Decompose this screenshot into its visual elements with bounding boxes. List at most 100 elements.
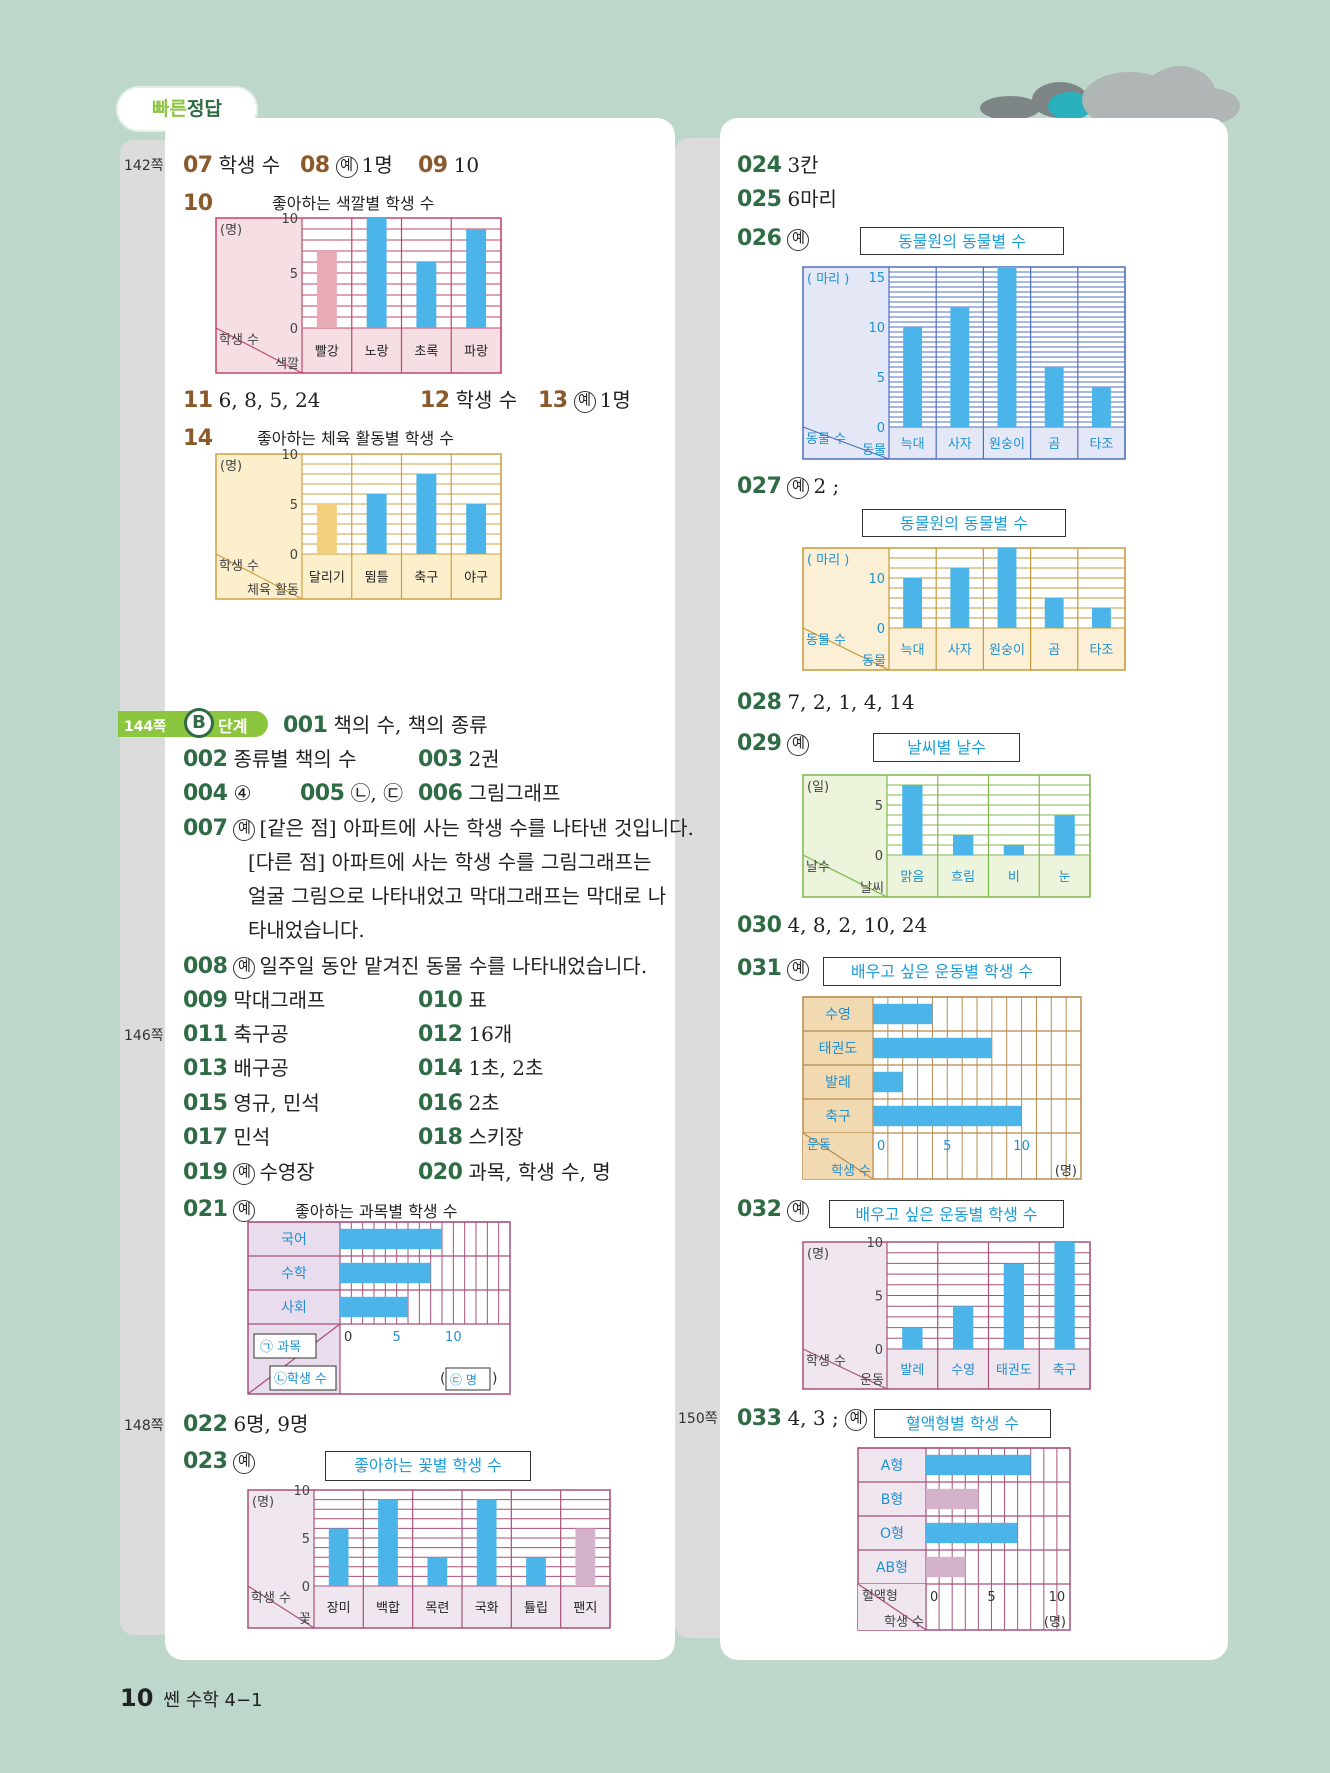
category-label: 늑대 xyxy=(901,643,925,658)
tick-label: 10 xyxy=(1049,1590,1066,1605)
bar xyxy=(926,1454,1031,1476)
answer-015: 015 영규, 민석 xyxy=(183,1091,320,1116)
chart-unit-label: (명) xyxy=(220,459,242,474)
tick-label: 5 xyxy=(290,498,298,513)
bar xyxy=(340,1296,408,1318)
category-label: 튤립 xyxy=(524,1601,548,1616)
row-axis-label: 학생 수 xyxy=(219,333,259,348)
category-label: 국화 xyxy=(475,1601,499,1616)
chart-title-10: 좋아하는 색깔별 학생 수 xyxy=(272,194,435,213)
tick-label: 10 xyxy=(1013,1139,1030,1154)
chart-frame xyxy=(802,266,1126,460)
corner-diagonal xyxy=(802,854,888,898)
chart-title-031: 배우고 싶은 운동별 학생 수 xyxy=(823,957,1061,986)
chart-frame xyxy=(215,453,502,600)
chart-category-bg xyxy=(216,554,501,599)
category-label: 수영 xyxy=(951,1363,975,1378)
page-ref-144: 144쪽 xyxy=(124,719,167,735)
bar xyxy=(1044,367,1064,427)
answer-011: 011 축구공 xyxy=(183,1022,289,1047)
category-label: A형 xyxy=(881,1458,903,1474)
tick-label: 10 xyxy=(281,448,298,463)
bar xyxy=(926,1522,1018,1544)
chart-frame xyxy=(857,1447,1071,1631)
category-label: 축구 xyxy=(825,1109,851,1125)
badge-label-2: 정답 xyxy=(187,98,222,120)
col-axis-label: 체육 활동 xyxy=(247,583,299,598)
corner-diagonal xyxy=(802,1132,874,1180)
answer-023: 023 예 xyxy=(183,1448,259,1475)
tick-label: 10 xyxy=(866,1236,883,1251)
label-c-paren-close: ) xyxy=(492,1371,497,1387)
answer-003: 003 2권 xyxy=(418,747,500,772)
b-stage-label: 단계 xyxy=(218,717,248,736)
answer-13: 13 예 1명 xyxy=(538,388,631,413)
category-label: 장미 xyxy=(327,1601,351,1616)
answer-021: 021 예 xyxy=(183,1196,259,1223)
category-label: 국어 xyxy=(281,1232,307,1248)
answer-033: 033 4, 3 ; 예 xyxy=(737,1405,871,1432)
tick-label: 5 xyxy=(875,799,883,814)
col-axis-label: 동물 xyxy=(862,443,886,458)
answer-024: 024 3칸 xyxy=(737,153,819,178)
page-ref-150: 150쪽 xyxy=(678,1411,718,1427)
bar xyxy=(340,1262,431,1284)
chart-label-bg xyxy=(248,1222,340,1324)
chart-category-bg xyxy=(216,328,501,373)
category-label: 사회 xyxy=(281,1300,307,1316)
answer-009: 009 막대그래프 xyxy=(183,988,326,1013)
tick-label: 0 xyxy=(302,1580,310,1595)
answer-018: 018 스키장 xyxy=(418,1125,524,1150)
bar xyxy=(466,229,487,328)
tick-label: 0 xyxy=(877,622,885,637)
footer-page-number: 10 xyxy=(120,1684,154,1712)
chart-category-bg xyxy=(803,628,1125,670)
row-axis-label: 학생 수 xyxy=(219,559,259,574)
bar xyxy=(1003,1263,1025,1349)
corner-diagonal xyxy=(857,1583,927,1631)
chart-14: (명) 학생 수체육 활동 0 5 10 달리기 뜀틀 축구 야구 xyxy=(215,448,502,600)
answer-032: 032 예 xyxy=(737,1196,813,1223)
footer: 10 쎈 수학 4−1 xyxy=(120,1684,263,1712)
bar xyxy=(873,1105,1022,1127)
badge-label-1: 빠른 xyxy=(152,98,187,120)
tick-label: 0 xyxy=(877,1139,885,1154)
col-axis-label: 꽃 xyxy=(299,1612,311,1627)
category-label: 늑대 xyxy=(901,437,925,452)
answer-029: 029 예 xyxy=(737,730,813,757)
col-axis-label: 운동 xyxy=(860,1373,884,1388)
chart-label-bg xyxy=(803,1242,887,1349)
answer-007-line-3: 얼굴 그림으로 나타내었고 막대그래프는 막대로 나 xyxy=(248,884,667,908)
bar xyxy=(575,1528,596,1586)
answer-017: 017 민석 xyxy=(183,1125,271,1150)
label-c-paren-open: ( xyxy=(440,1371,445,1387)
bar xyxy=(873,1003,933,1025)
category-label: 축구 xyxy=(1053,1363,1077,1378)
row-axis-label: 날수 xyxy=(806,860,830,875)
category-label: 타조 xyxy=(1089,643,1113,658)
category-label: 축구 xyxy=(414,571,438,586)
chart-category-bg xyxy=(803,855,1090,897)
chart-unit-label: (명) xyxy=(252,1495,274,1510)
answer-028: 028 7, 2, 1, 4, 14 xyxy=(737,690,915,715)
chart-unit-label: (명) xyxy=(220,223,242,238)
category-label: 사자 xyxy=(948,437,972,452)
row-axis-label: 운동 xyxy=(807,1138,831,1153)
bar xyxy=(952,1306,974,1349)
category-label: 백합 xyxy=(376,1601,400,1616)
page-ref-148: 148쪽 xyxy=(124,1418,164,1434)
bar xyxy=(476,1499,497,1586)
col-axis-label: 색깔 xyxy=(275,357,299,372)
answer-007-line-4: 타내었습니다. xyxy=(248,918,365,942)
category-label: 원숭이 xyxy=(989,643,1025,658)
chart-title-021: 좋아하는 과목별 학생 수 xyxy=(295,1202,458,1221)
category-label: 태권도 xyxy=(996,1363,1032,1378)
bar xyxy=(950,307,970,427)
category-label: O형 xyxy=(880,1526,904,1542)
category-label: 수학 xyxy=(281,1266,307,1282)
chart-frame xyxy=(247,1489,611,1629)
category-label: 파랑 xyxy=(464,345,488,360)
